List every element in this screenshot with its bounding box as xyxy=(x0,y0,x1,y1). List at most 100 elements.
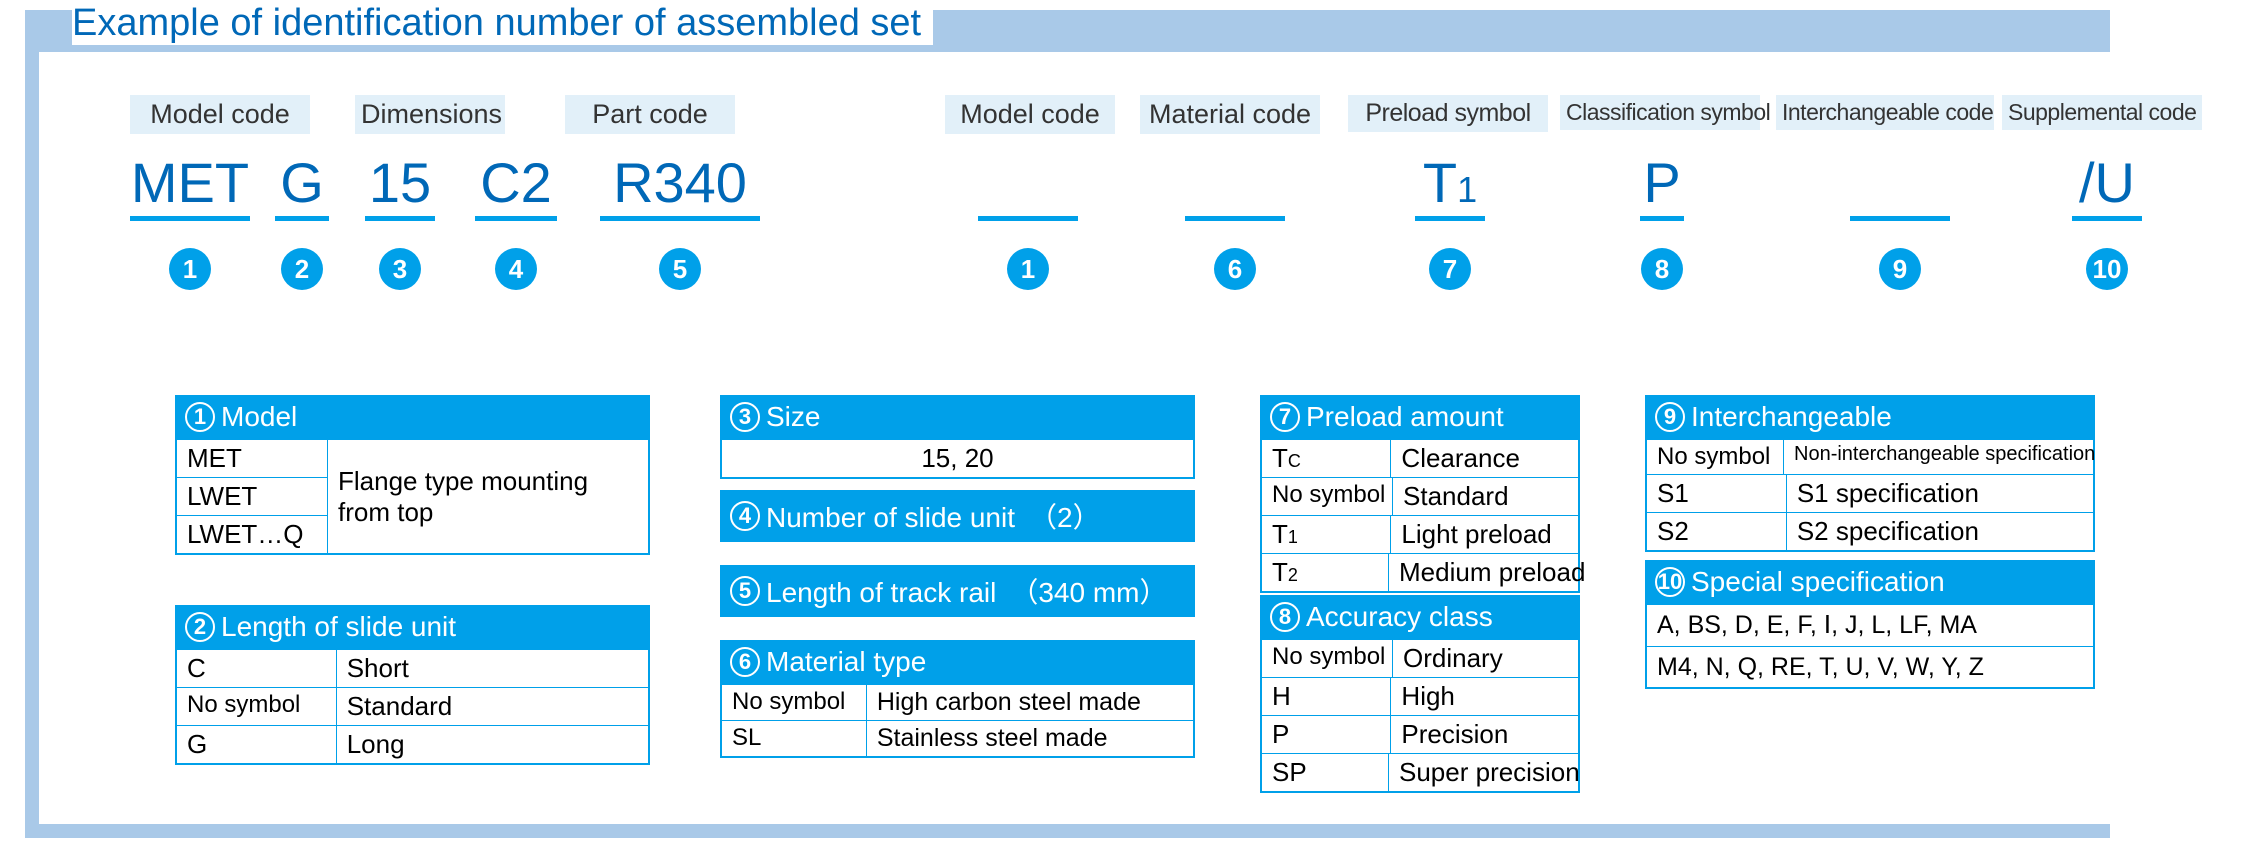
table: 7Preload amountTCClearanceNo symbolStand… xyxy=(1260,395,1580,593)
code-underline xyxy=(275,216,329,221)
table-body: No symbolOrdinaryHHighPPrecisionSPSuper … xyxy=(1262,639,1578,791)
table-header: 9Interchangeable xyxy=(1647,397,2093,439)
table-cell: H xyxy=(1262,678,1390,715)
code-underline xyxy=(2072,216,2142,221)
table-cell: M4, N, Q, RE, T, U, V, W, Y, Z xyxy=(1647,647,2093,688)
table-cell: High xyxy=(1390,678,1578,715)
table-cell: No symbol xyxy=(177,688,336,725)
code-index-circle: 2 xyxy=(281,248,323,290)
table-cell: T2 xyxy=(1262,554,1388,591)
table-body: TCClearanceNo symbolStandardT1Light prel… xyxy=(1262,439,1578,591)
table-header: 2Length of slide unit xyxy=(177,607,648,649)
table-index-circle: 1 xyxy=(185,402,215,432)
code-underline xyxy=(1640,216,1684,221)
table-left-col: METLWETLWET…Q xyxy=(177,439,327,553)
table: 8Accuracy classNo symbolOrdinaryHHighPPr… xyxy=(1260,595,1580,793)
table-size: 3Size15, 20 xyxy=(720,395,1195,479)
code-index-circle: 5 xyxy=(659,248,701,290)
table-title: Special specification xyxy=(1691,566,1945,598)
table-bar: 5Length of track rail （340 mm） xyxy=(720,565,1195,617)
table-row: No symbolNon-interchangeable specificati… xyxy=(1647,439,2093,474)
code-index-circle: 1 xyxy=(1007,248,1049,290)
table-title: Preload amount xyxy=(1306,401,1504,433)
table-row: T1Light preload xyxy=(1262,515,1578,553)
table-body: METLWETLWET…QFlange type mounting from t… xyxy=(177,439,648,553)
table-title: Length of slide unit xyxy=(221,611,456,643)
code-index-circle: 7 xyxy=(1429,248,1471,290)
table-title: Size xyxy=(766,401,820,433)
table-title: Length of track rail （340 mm） xyxy=(766,571,1168,611)
table-cell: C xyxy=(177,650,336,687)
table-cell: Standard xyxy=(1392,478,1578,515)
top-label: Part code xyxy=(565,95,735,134)
code-value: T1 xyxy=(1415,150,1485,215)
table: 6Material type No symbolHigh carbon steel… xyxy=(720,640,1195,758)
table-header: 10Special specification xyxy=(1647,562,2093,604)
table-row: CShort xyxy=(177,649,648,687)
table-row: GLong xyxy=(177,725,648,763)
table-cell: No symbol xyxy=(1262,478,1392,515)
table-row: SPSuper precision xyxy=(1262,753,1578,791)
table-cell: G xyxy=(177,726,336,763)
table-body: No symbolNon-interchangeable specificati… xyxy=(1647,439,2093,550)
table-header: 7Preload amount xyxy=(1262,397,1578,439)
table-cell: Ordinary xyxy=(1392,640,1578,677)
table-cell: A, BS, D, E, F, Ⅰ, J, L, LF, MA xyxy=(1647,605,2093,646)
table-cell-merged: Flange type mounting from top xyxy=(327,439,648,553)
table-header: 3Size xyxy=(722,397,1193,439)
top-label: Model code xyxy=(130,95,310,134)
table-row: 15, 20 xyxy=(722,439,1193,477)
table-cell: S1 xyxy=(1647,475,1786,512)
table-row: No symbolStandard xyxy=(1262,477,1578,515)
code-index-circle: 6 xyxy=(1214,248,1256,290)
top-label: Dimensions xyxy=(355,95,505,134)
table-cell: LWET…Q xyxy=(177,516,327,553)
table-row: HHigh xyxy=(1262,677,1578,715)
table-index-circle: 4 xyxy=(730,501,760,531)
code-index-circle: 8 xyxy=(1641,248,1683,290)
table-cell: Light preload xyxy=(1390,516,1578,553)
table-cell: T1 xyxy=(1262,516,1390,553)
code-value: G xyxy=(275,150,329,215)
table-title: Material type xyxy=(766,646,926,678)
table-bar: 4Number of slide unit （2） xyxy=(720,490,1195,542)
code-underline xyxy=(1415,216,1485,221)
table-row: A, BS, D, E, F, Ⅰ, J, L, LF, MA xyxy=(1647,604,2093,646)
table-cell: SP xyxy=(1262,754,1388,791)
table-row: SLStainless steel made xyxy=(722,720,1193,756)
code-underline xyxy=(475,216,557,221)
code-underline xyxy=(1850,216,1950,221)
table-cell: S2 specification xyxy=(1786,513,2093,550)
table-index-circle: 6 xyxy=(730,647,760,677)
diagram-frame: Example of identification number of asse… xyxy=(0,0,2249,861)
table-index-circle: 7 xyxy=(1270,402,1300,432)
code-index-circle: 10 xyxy=(2086,248,2128,290)
table-row: PPrecision xyxy=(1262,715,1578,753)
table-cell: LWET xyxy=(177,478,327,515)
table-cell: Standard xyxy=(336,688,648,725)
table-model: 1Model METLWETLWET…QFlange type mounting … xyxy=(175,395,650,555)
table-body: No symbolHigh carbon steel madeSLStainle… xyxy=(722,684,1193,756)
table-row: TCClearance xyxy=(1262,439,1578,477)
table-cell: Medium preload xyxy=(1388,554,1578,591)
table-cell: Clearance xyxy=(1390,440,1578,477)
table: 9InterchangeableNo symbolNon-interchange… xyxy=(1645,395,2095,552)
table-cell: High carbon steel made xyxy=(866,685,1193,720)
table-cell: Long xyxy=(336,726,648,763)
table-row: MET xyxy=(177,439,327,477)
table-row: M4, N, Q, RE, T, U, V, W, Y, Z xyxy=(1647,646,2093,688)
table-title: Model xyxy=(221,401,297,433)
top-label: Interchangeable code xyxy=(1776,95,1994,130)
table-cell: Precision xyxy=(1390,716,1578,753)
code-underline xyxy=(130,216,250,221)
code-underline xyxy=(978,216,1078,221)
code-value: P xyxy=(1640,150,1684,215)
top-label: Model code xyxy=(945,95,1115,134)
table-row: LWET…Q xyxy=(177,515,327,553)
table-title: Interchangeable xyxy=(1691,401,1892,433)
code-index-circle: 9 xyxy=(1879,248,1921,290)
table-row: S1S1 specification xyxy=(1647,474,2093,512)
code-value: 15 xyxy=(365,150,435,215)
code-index-circle: 1 xyxy=(169,248,211,290)
code-value: R340 xyxy=(600,150,760,215)
